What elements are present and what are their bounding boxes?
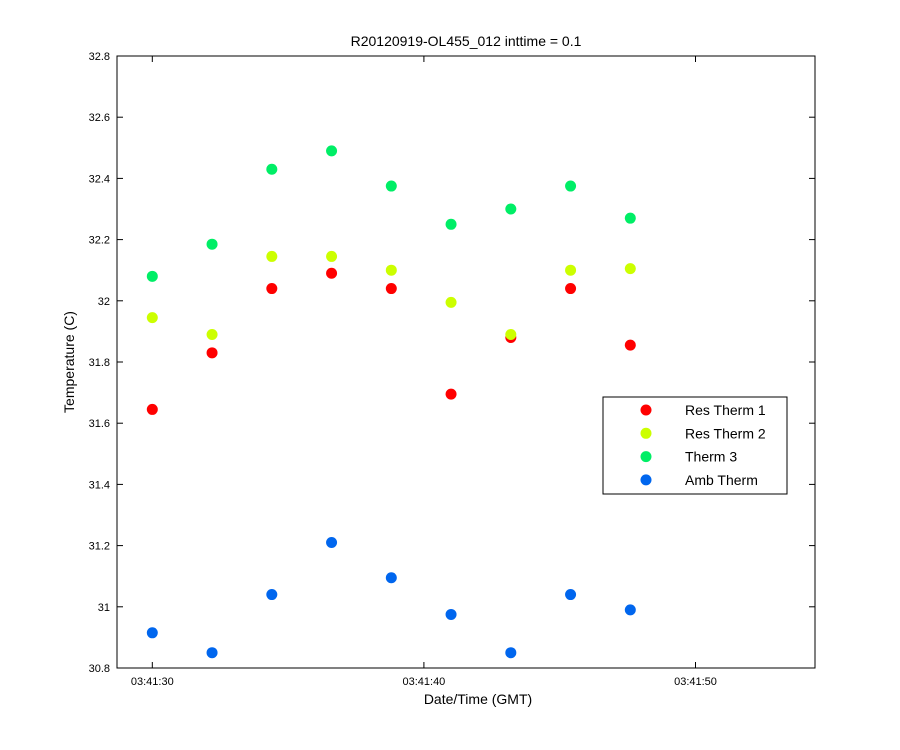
legend: Res Therm 1 Res Therm 2 Therm 3 Amb Therm [602,396,788,495]
data-point-res-therm-2 [266,250,278,262]
data-point-res-therm-1 [206,347,218,359]
x-tick-label: 03:41:40 [402,676,445,688]
data-point-res-therm-2 [146,312,158,324]
data-point-amb-therm [445,608,457,620]
x-tick-label: 03:41:50 [674,676,717,688]
y-tick-label: 31.4 [89,479,110,491]
data-point-therm-3 [146,270,158,282]
y-tick-label: 31 [98,602,110,614]
y-tick-label: 32.6 [89,112,110,124]
data-point-therm-3 [266,163,278,175]
data-point-therm-3 [624,212,636,224]
legend-marker [640,451,652,463]
data-point-therm-3 [206,238,218,250]
legend-marker [640,427,652,439]
data-point-amb-therm [565,589,577,601]
chart-title: R20120919-OL455_012 inttime = 0.1 [351,33,582,49]
legend-box [602,396,788,495]
data-point-res-therm-2 [326,250,338,262]
y-axis-label: Temperature (C) [61,311,77,413]
x-axis-label: Date/Time (GMT) [424,691,532,707]
data-point-res-therm-2 [206,328,218,340]
x-axis-ticks: 03:41:30 03:41:40 03:41:50 [131,56,717,688]
legend-label: Res Therm 1 [685,402,766,418]
data-point-res-therm-2 [565,264,577,276]
data-points [146,145,636,659]
data-point-res-therm-2 [624,263,636,275]
data-point-res-therm-2 [445,296,457,308]
y-tick-label: 32.8 [89,51,110,63]
y-tick-label: 32.4 [89,173,110,185]
data-point-amb-therm [326,537,338,549]
data-point-therm-3 [565,180,577,192]
legend-label: Therm 3 [685,449,737,465]
y-tick-label: 31.8 [89,357,110,369]
data-point-amb-therm [266,589,278,601]
data-point-res-therm-1 [146,403,158,415]
y-tick-label: 30.8 [89,663,110,675]
legend-label: Amb Therm [685,472,758,488]
data-point-therm-3 [385,180,397,192]
data-point-res-therm-1 [326,267,338,279]
y-tick-label: 32.2 [89,235,110,247]
data-point-amb-therm [206,647,218,659]
plot-area [116,55,816,669]
legend-marker [640,404,652,416]
y-axis-ticks: 30.8 31 31.2 31.4 31.6 31.8 32 32.2 32.4 32.6 32.8 [89,51,815,675]
data-point-res-therm-1 [385,283,397,295]
y-tick-label: 31.2 [89,541,110,553]
data-point-amb-therm [624,604,636,616]
legend-marker [640,474,652,486]
data-point-therm-3 [326,145,338,157]
data-point-res-therm-1 [266,283,278,295]
data-point-res-therm-1 [445,388,457,400]
legend-label: Res Therm 2 [685,425,766,441]
data-point-res-therm-1 [565,283,577,295]
data-point-res-therm-1 [624,339,636,351]
data-point-amb-therm [146,627,158,639]
x-tick-label: 03:41:30 [131,676,174,688]
data-point-res-therm-2 [505,328,517,340]
data-point-therm-3 [445,218,457,230]
data-point-therm-3 [505,203,517,215]
y-tick-label: 31.6 [89,418,110,430]
data-point-res-therm-2 [385,264,397,276]
y-tick-label: 32 [98,296,110,308]
data-point-amb-therm [385,572,397,584]
data-point-amb-therm [505,647,517,659]
